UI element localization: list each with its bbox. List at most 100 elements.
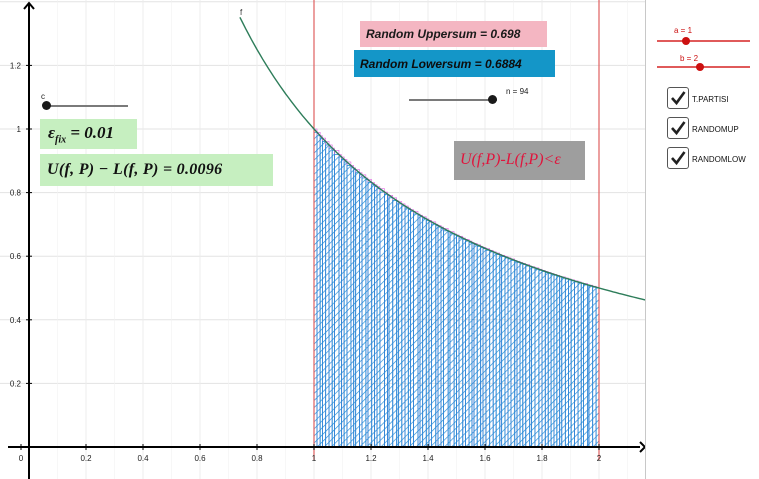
random-lowersum-text: Random Lowersum = 0.6884 bbox=[354, 50, 555, 77]
check-icon bbox=[671, 151, 686, 166]
lower-sum-rect bbox=[495, 254, 501, 448]
lower-sum-rect bbox=[437, 226, 442, 448]
lower-sum-rect bbox=[431, 223, 437, 448]
x-tick-label: 0.8 bbox=[251, 454, 263, 463]
x-tick-label: 0.4 bbox=[137, 454, 149, 463]
lower-sum-rect bbox=[458, 237, 464, 448]
lower-sum-rect bbox=[367, 182, 373, 448]
y-tick-label: 0.2 bbox=[10, 379, 22, 388]
lower-sum-rect bbox=[538, 269, 543, 448]
epsilon-fix-text: εfix = 0.01 bbox=[40, 119, 137, 149]
x-tick-label: 0.2 bbox=[80, 454, 92, 463]
condition-text: U(f,P)-L(f,P)<ε bbox=[454, 141, 585, 180]
x-tick-label: 2 bbox=[597, 454, 602, 463]
slider-c-knob[interactable] bbox=[42, 101, 51, 110]
lower-sum-rect bbox=[341, 159, 345, 448]
slider-a-knob[interactable] bbox=[682, 37, 690, 45]
epsilon-subscript: fix bbox=[54, 134, 67, 146]
lower-sum-rect bbox=[476, 245, 482, 448]
x-tick-label: 1.6 bbox=[479, 454, 491, 463]
lower-sum-rect bbox=[428, 221, 433, 448]
lower-sum-rect bbox=[519, 263, 524, 448]
lower-sum-rect bbox=[482, 248, 487, 448]
slider-c-label: c bbox=[41, 92, 45, 101]
lower-sum-rect bbox=[485, 249, 491, 448]
lower-sum-rect bbox=[553, 274, 558, 448]
lower-sum-rect bbox=[401, 205, 406, 448]
lower-sum-rect bbox=[343, 161, 348, 448]
lower-sum-rect bbox=[404, 207, 409, 448]
lower-sum-rect bbox=[468, 241, 473, 448]
lower-sum-rect bbox=[583, 284, 589, 448]
lower-sum-rect bbox=[328, 147, 333, 448]
lower-sum-rect bbox=[561, 277, 566, 448]
y-tick-label: 0.6 bbox=[10, 252, 22, 261]
checkbox-randomlow-label: RANDOMLOW bbox=[692, 155, 746, 164]
lower-sum-rect bbox=[564, 278, 569, 448]
lower-sum-rect bbox=[413, 213, 419, 448]
x-tick-label: 1.8 bbox=[536, 454, 548, 463]
checkbox-randomlow[interactable] bbox=[667, 147, 689, 169]
graphics-view[interactable]: f 0 0.2 0.4 0.6 0.8 1 1.2 1.4 1.6 1.8 2 0.2 0.4 0.6 0.8… bbox=[0, 0, 645, 479]
lower-sum-rect bbox=[510, 260, 516, 448]
slider-a[interactable] bbox=[657, 37, 750, 45]
slider-b-label: b = 2 bbox=[680, 54, 699, 63]
slider-b[interactable] bbox=[657, 63, 750, 71]
lower-sum-rect bbox=[443, 230, 449, 448]
y-tick-label: 1 bbox=[17, 125, 22, 134]
lower-sum-rect bbox=[525, 265, 531, 448]
lower-sum-rect bbox=[410, 210, 414, 448]
lower-sum-rect bbox=[489, 251, 494, 448]
lower-sum-rect bbox=[388, 197, 394, 448]
lower-sum-rect bbox=[492, 252, 497, 448]
lower-sum-rect bbox=[376, 188, 381, 448]
lower-sum-rect bbox=[556, 275, 561, 448]
lower-sum-rect bbox=[531, 267, 536, 448]
epsilon-value: = 0.01 bbox=[66, 123, 115, 142]
lower-sum-rect bbox=[334, 154, 340, 448]
lower-sum-rect bbox=[465, 240, 470, 448]
x-tick-label: 1 bbox=[312, 454, 317, 463]
x-tick-label: 0 bbox=[19, 454, 24, 463]
curve-label: f bbox=[240, 8, 243, 17]
lower-sum-rect bbox=[392, 200, 398, 448]
lower-sum-rect bbox=[346, 165, 352, 448]
function-plot[interactable]: f 0 0.2 0.4 0.6 0.8 1 1.2 1.4 1.6 1.8 2 0.2 0.4 0.6 0.8… bbox=[0, 0, 645, 479]
lower-sum-rect bbox=[592, 286, 597, 448]
lower-sum-rect bbox=[534, 268, 540, 448]
lower-sum-rect bbox=[397, 203, 403, 448]
lower-sum-rect bbox=[355, 172, 360, 448]
checkbox-randomup-label: RANDOMUP bbox=[692, 125, 739, 134]
slider-n-knob[interactable] bbox=[488, 95, 497, 104]
lower-sum-rect bbox=[516, 262, 521, 448]
lower-sum-rect bbox=[379, 191, 385, 448]
lower-sum-rect bbox=[541, 271, 546, 448]
checkbox-tpartisi[interactable] bbox=[667, 87, 689, 109]
slider-n[interactable] bbox=[409, 95, 497, 104]
lower-sum-rect bbox=[504, 257, 509, 448]
lower-sum-rect bbox=[577, 282, 582, 448]
checkbox-randomup[interactable] bbox=[667, 117, 689, 139]
lower-sum-rect bbox=[547, 273, 552, 448]
lower-sum-rect bbox=[522, 264, 527, 448]
x-tick-label: 1.2 bbox=[365, 454, 377, 463]
x-axis-arrow bbox=[639, 441, 645, 453]
lower-sum-rect bbox=[384, 193, 389, 448]
lower-sum-rect bbox=[507, 258, 512, 448]
lower-sum-rect bbox=[325, 144, 330, 448]
lower-sum-rect bbox=[449, 233, 455, 448]
sum-difference-text: U(f, P) − L(f, P) = 0.0096 bbox=[40, 154, 273, 186]
epsilon-symbol: ε bbox=[48, 123, 55, 142]
lower-sum-rect bbox=[574, 281, 579, 448]
lower-sum-rect bbox=[350, 167, 355, 448]
lower-sum-rect bbox=[544, 272, 549, 448]
lower-sum-rect bbox=[501, 256, 506, 448]
slider-c[interactable] bbox=[42, 101, 128, 110]
lower-sum-rect bbox=[316, 135, 321, 448]
lower-sum-rect bbox=[371, 184, 376, 448]
y-tick-label: 0.8 bbox=[10, 189, 22, 198]
lower-sum-rect bbox=[568, 279, 572, 448]
x-tick-label: 1.4 bbox=[422, 454, 434, 463]
slider-b-knob[interactable] bbox=[696, 63, 704, 71]
check-icon bbox=[671, 121, 686, 136]
